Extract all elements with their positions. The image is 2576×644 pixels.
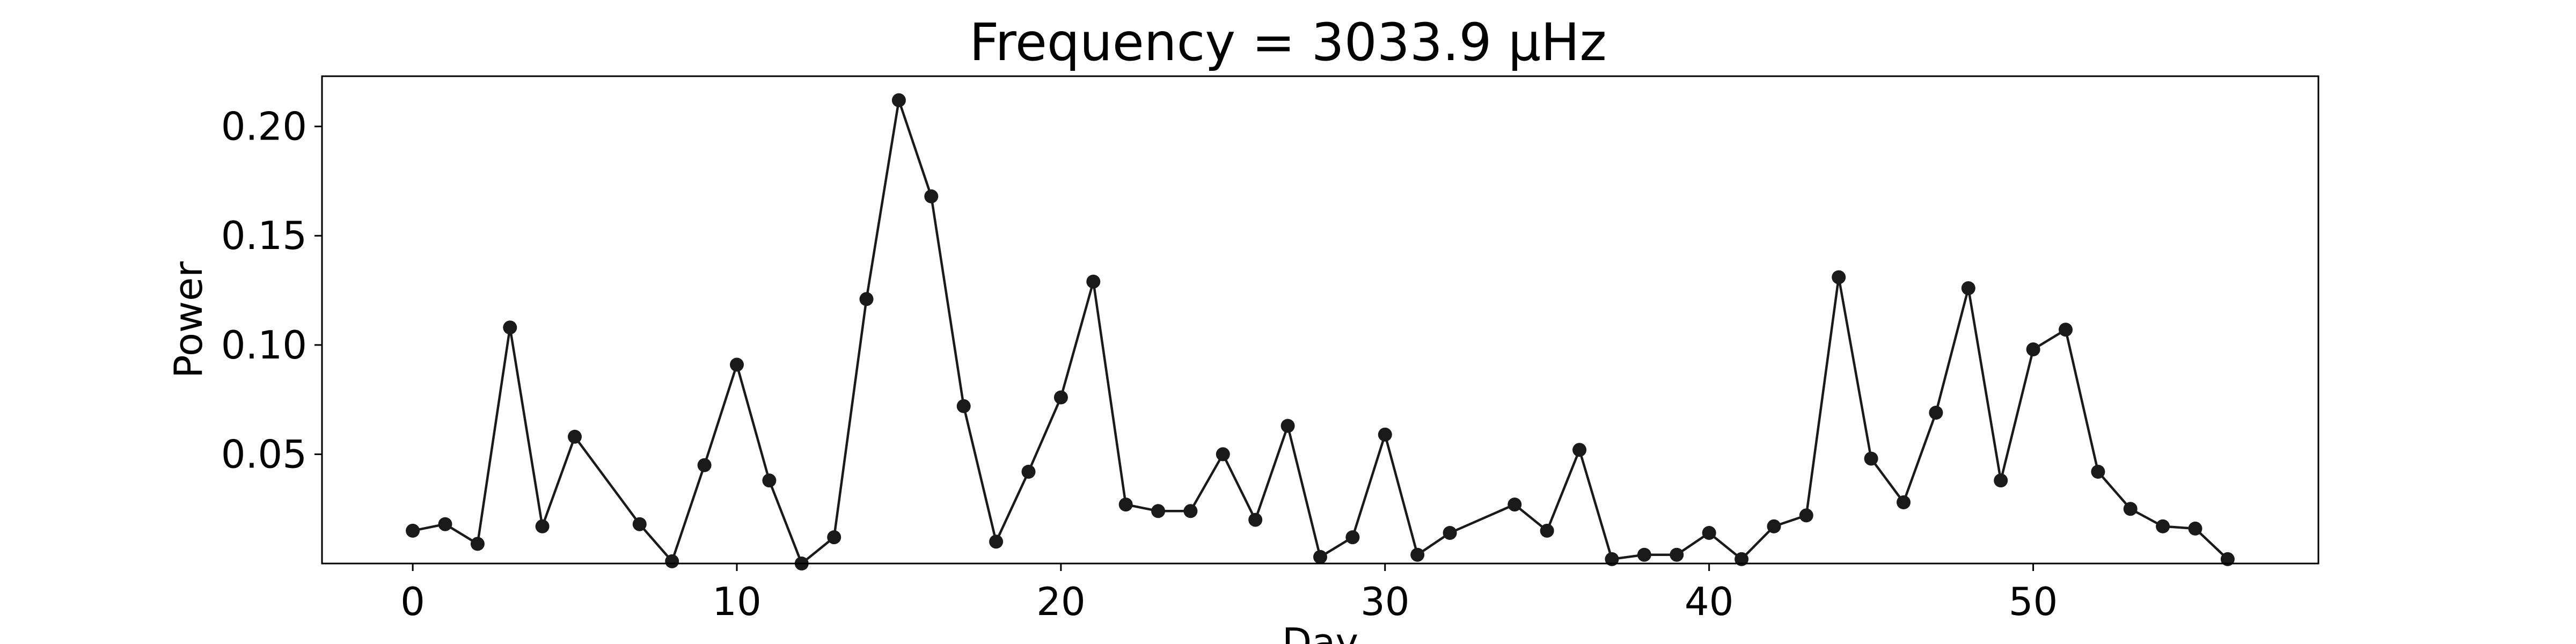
data-point — [568, 429, 582, 444]
data-point — [1280, 419, 1295, 433]
data-point — [1605, 552, 1619, 566]
data-point — [503, 320, 517, 335]
y-tick-label: 0.05 — [221, 431, 307, 477]
data-point — [470, 537, 485, 551]
data-point — [1443, 526, 1457, 540]
chart-title: Frequency = 3033.9 μHz — [969, 12, 1606, 72]
x-tick-label: 10 — [712, 579, 762, 624]
data-point — [1864, 451, 1878, 466]
data-point — [632, 517, 647, 531]
x-tick-label: 30 — [1360, 579, 1410, 624]
data-point — [2188, 521, 2202, 536]
data-point — [1961, 281, 1975, 295]
data-point — [1021, 465, 1036, 479]
data-point — [891, 93, 906, 107]
data-point — [1345, 530, 1360, 545]
data-point — [1799, 508, 1813, 523]
data-point — [2123, 502, 2138, 516]
data-point — [1897, 495, 1911, 509]
data-point — [1670, 547, 1684, 562]
data-point — [1540, 523, 1554, 538]
data-point — [1929, 406, 1943, 420]
data-point — [1507, 497, 1522, 512]
data-point — [1767, 519, 1781, 533]
data-point — [2026, 342, 2040, 356]
data-point — [1216, 447, 1230, 462]
data-point — [1378, 427, 1392, 442]
data-point — [827, 530, 841, 545]
x-axis-label: Day — [1282, 620, 1358, 644]
data-point — [989, 535, 1004, 549]
data-point — [1994, 473, 2008, 488]
y-axis-label: Power — [166, 261, 211, 378]
y-tick-label: 0.15 — [221, 213, 307, 258]
data-point — [1735, 552, 1749, 566]
data-point — [956, 399, 971, 413]
data-point — [2059, 323, 2073, 337]
x-axis: 0 10 20 30 40 50 — [400, 564, 2058, 624]
data-point — [1053, 390, 1068, 405]
x-tick-label: 50 — [2009, 579, 2058, 624]
y-tick-label: 0.20 — [221, 104, 307, 149]
plot-area — [406, 93, 2235, 570]
axes-frame — [321, 75, 2319, 565]
data-point — [438, 517, 452, 531]
data-point — [1410, 547, 1425, 562]
data-point — [1183, 504, 1198, 518]
y-axis: 0.05 0.10 0.15 0.20 — [221, 104, 322, 477]
data-point — [924, 189, 939, 203]
x-tick-label: 0 — [400, 579, 425, 624]
x-tick-label: 40 — [1685, 579, 1734, 624]
data-point — [1832, 270, 1846, 284]
data-point — [406, 523, 420, 538]
data-point — [697, 458, 712, 472]
data-point — [535, 519, 550, 533]
x-tick-label: 20 — [1036, 579, 1086, 624]
data-point — [1248, 513, 1263, 527]
y-tick-label: 0.10 — [221, 323, 307, 368]
data-point — [2220, 552, 2235, 566]
data-point — [730, 357, 744, 372]
data-point — [1151, 504, 1166, 518]
data-point — [1118, 497, 1133, 512]
data-point — [1086, 274, 1101, 289]
data-point — [665, 554, 679, 568]
data-point — [1637, 547, 1651, 562]
data-point — [1313, 550, 1327, 564]
data-point — [859, 292, 874, 306]
data-point — [2156, 519, 2170, 533]
data-point — [1572, 443, 1587, 457]
data-point — [762, 473, 777, 488]
data-point — [1702, 526, 1716, 540]
data-point — [2091, 465, 2105, 479]
